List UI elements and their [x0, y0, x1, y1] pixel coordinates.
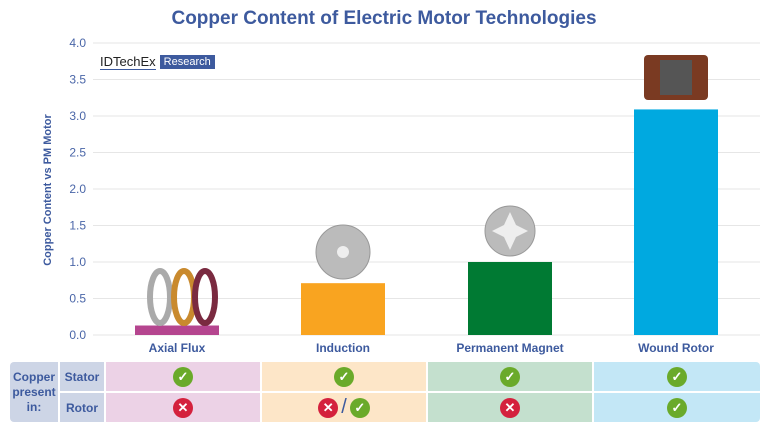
table-cell: ✓	[262, 362, 426, 391]
bar-axial-flux	[135, 325, 219, 335]
y-tick-label: 0.5	[69, 292, 86, 306]
bar-permanent-magnet	[468, 262, 552, 335]
y-tick-label: 0.0	[69, 328, 86, 342]
cross-icon: ✕	[173, 397, 193, 418]
check-icon: ✓	[667, 366, 687, 387]
x-tick-label: Induction	[316, 341, 370, 355]
table-cell: ✕ / ✓	[262, 393, 426, 422]
logo-tag: Research	[159, 55, 215, 69]
table-cell: ✓	[428, 362, 592, 391]
slash-separator: /	[341, 396, 347, 418]
check-icon: ✓	[667, 397, 687, 418]
bar-induction	[301, 283, 385, 335]
y-tick-label: 1.0	[69, 255, 86, 269]
table-cell: ✓	[594, 393, 760, 422]
x-tick-label: Wound Rotor	[638, 341, 714, 355]
row-label-rotor: Rotor	[60, 393, 104, 422]
y-tick-label: 3.5	[69, 73, 86, 87]
copper-presence-table: Copper present in: Stator ✓ ✓ ✓ ✓ Rotor ✕ ✕ / ✓ ✕ ✓	[10, 362, 760, 422]
cross-icon: ✕	[318, 397, 339, 418]
y-tick-label: 2.0	[69, 182, 86, 196]
copper-present-label: Copper present in:	[10, 362, 58, 422]
axial-flux-disc-image	[171, 268, 197, 326]
table-cell: ✕	[106, 393, 260, 422]
y-tick-label: 4.0	[69, 36, 86, 50]
cross-icon: ✕	[500, 397, 520, 418]
logo-brand: IDTechEx	[100, 54, 156, 70]
table-cell: ✓	[106, 362, 260, 391]
x-tick-label: Axial Flux	[149, 341, 206, 355]
pm-rotor-star	[492, 212, 528, 250]
x-tick-label: Permanent Magnet	[456, 341, 563, 355]
y-tick-label: 2.5	[69, 146, 86, 160]
axial-flux-disc-image	[192, 268, 218, 326]
table-cell: ✕	[428, 393, 592, 422]
check-icon: ✓	[173, 366, 193, 387]
axial-flux-disc-image	[147, 268, 173, 326]
induction-rotor-hub	[337, 246, 349, 258]
check-icon: ✓	[349, 397, 370, 418]
idtechex-logo: IDTechEx Research	[100, 54, 215, 70]
table-cell: ✓	[594, 362, 760, 391]
check-icon: ✓	[334, 366, 354, 387]
bar-wound-rotor	[634, 109, 718, 336]
bar-chart: 0.0 0.5 1.0 1.5 2.0 2.5 3.0 3.5 4.0 Copper Conten…	[42, 36, 760, 355]
wound-rotor-core	[660, 60, 692, 95]
chart-title: Copper Content of Electric Motor Technol…	[171, 8, 597, 29]
y-tick-label: 3.0	[69, 109, 86, 123]
check-icon: ✓	[500, 366, 520, 387]
row-label-stator: Stator	[60, 362, 104, 391]
y-axis-label: Copper Content vs PM Motor	[42, 114, 54, 266]
y-tick-label: 1.5	[69, 219, 86, 233]
